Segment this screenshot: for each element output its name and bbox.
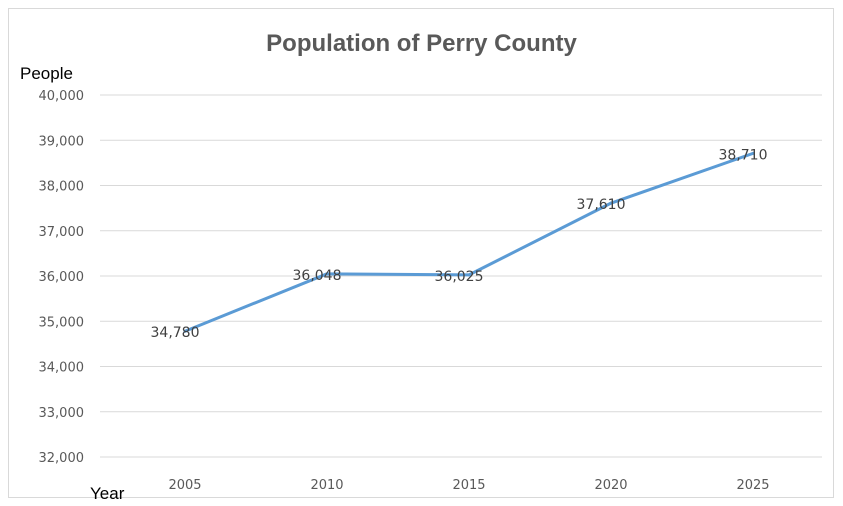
x-tick-label: 2005 [168,478,201,493]
x-tick-label: 2020 [594,478,627,493]
y-tick-label: 36,000 [39,270,85,285]
chart-title: Population of Perry County [266,30,577,57]
data-point [467,273,471,277]
data-label: 36,048 [293,268,342,284]
data-label: 34,780 [151,325,200,341]
y-tick-label: 34,000 [39,361,85,376]
data-point [751,151,755,155]
y-tick-label: 37,000 [39,225,85,240]
data-label: 37,610 [577,197,626,213]
series-line [183,151,755,333]
y-axis-title: People [20,64,73,83]
y-tick-label: 32,000 [39,451,85,466]
data-label: 36,025 [435,269,484,285]
data-point [183,329,187,333]
x-tick-label: 2025 [736,478,769,493]
data-label: 38,710 [719,147,768,163]
y-tick-label: 40,000 [39,89,85,104]
y-tick-label: 33,000 [39,406,85,421]
chart-frame [8,8,834,498]
x-tick-label: 2010 [310,478,343,493]
y-tick-label: 39,000 [39,134,85,149]
data-point [609,201,613,205]
y-tick-label: 35,000 [39,315,85,330]
x-tick-label: 2015 [452,478,485,493]
y-tick-label: 38,000 [39,180,85,195]
x-axis-title: Year [90,484,125,503]
data-point [325,272,329,276]
